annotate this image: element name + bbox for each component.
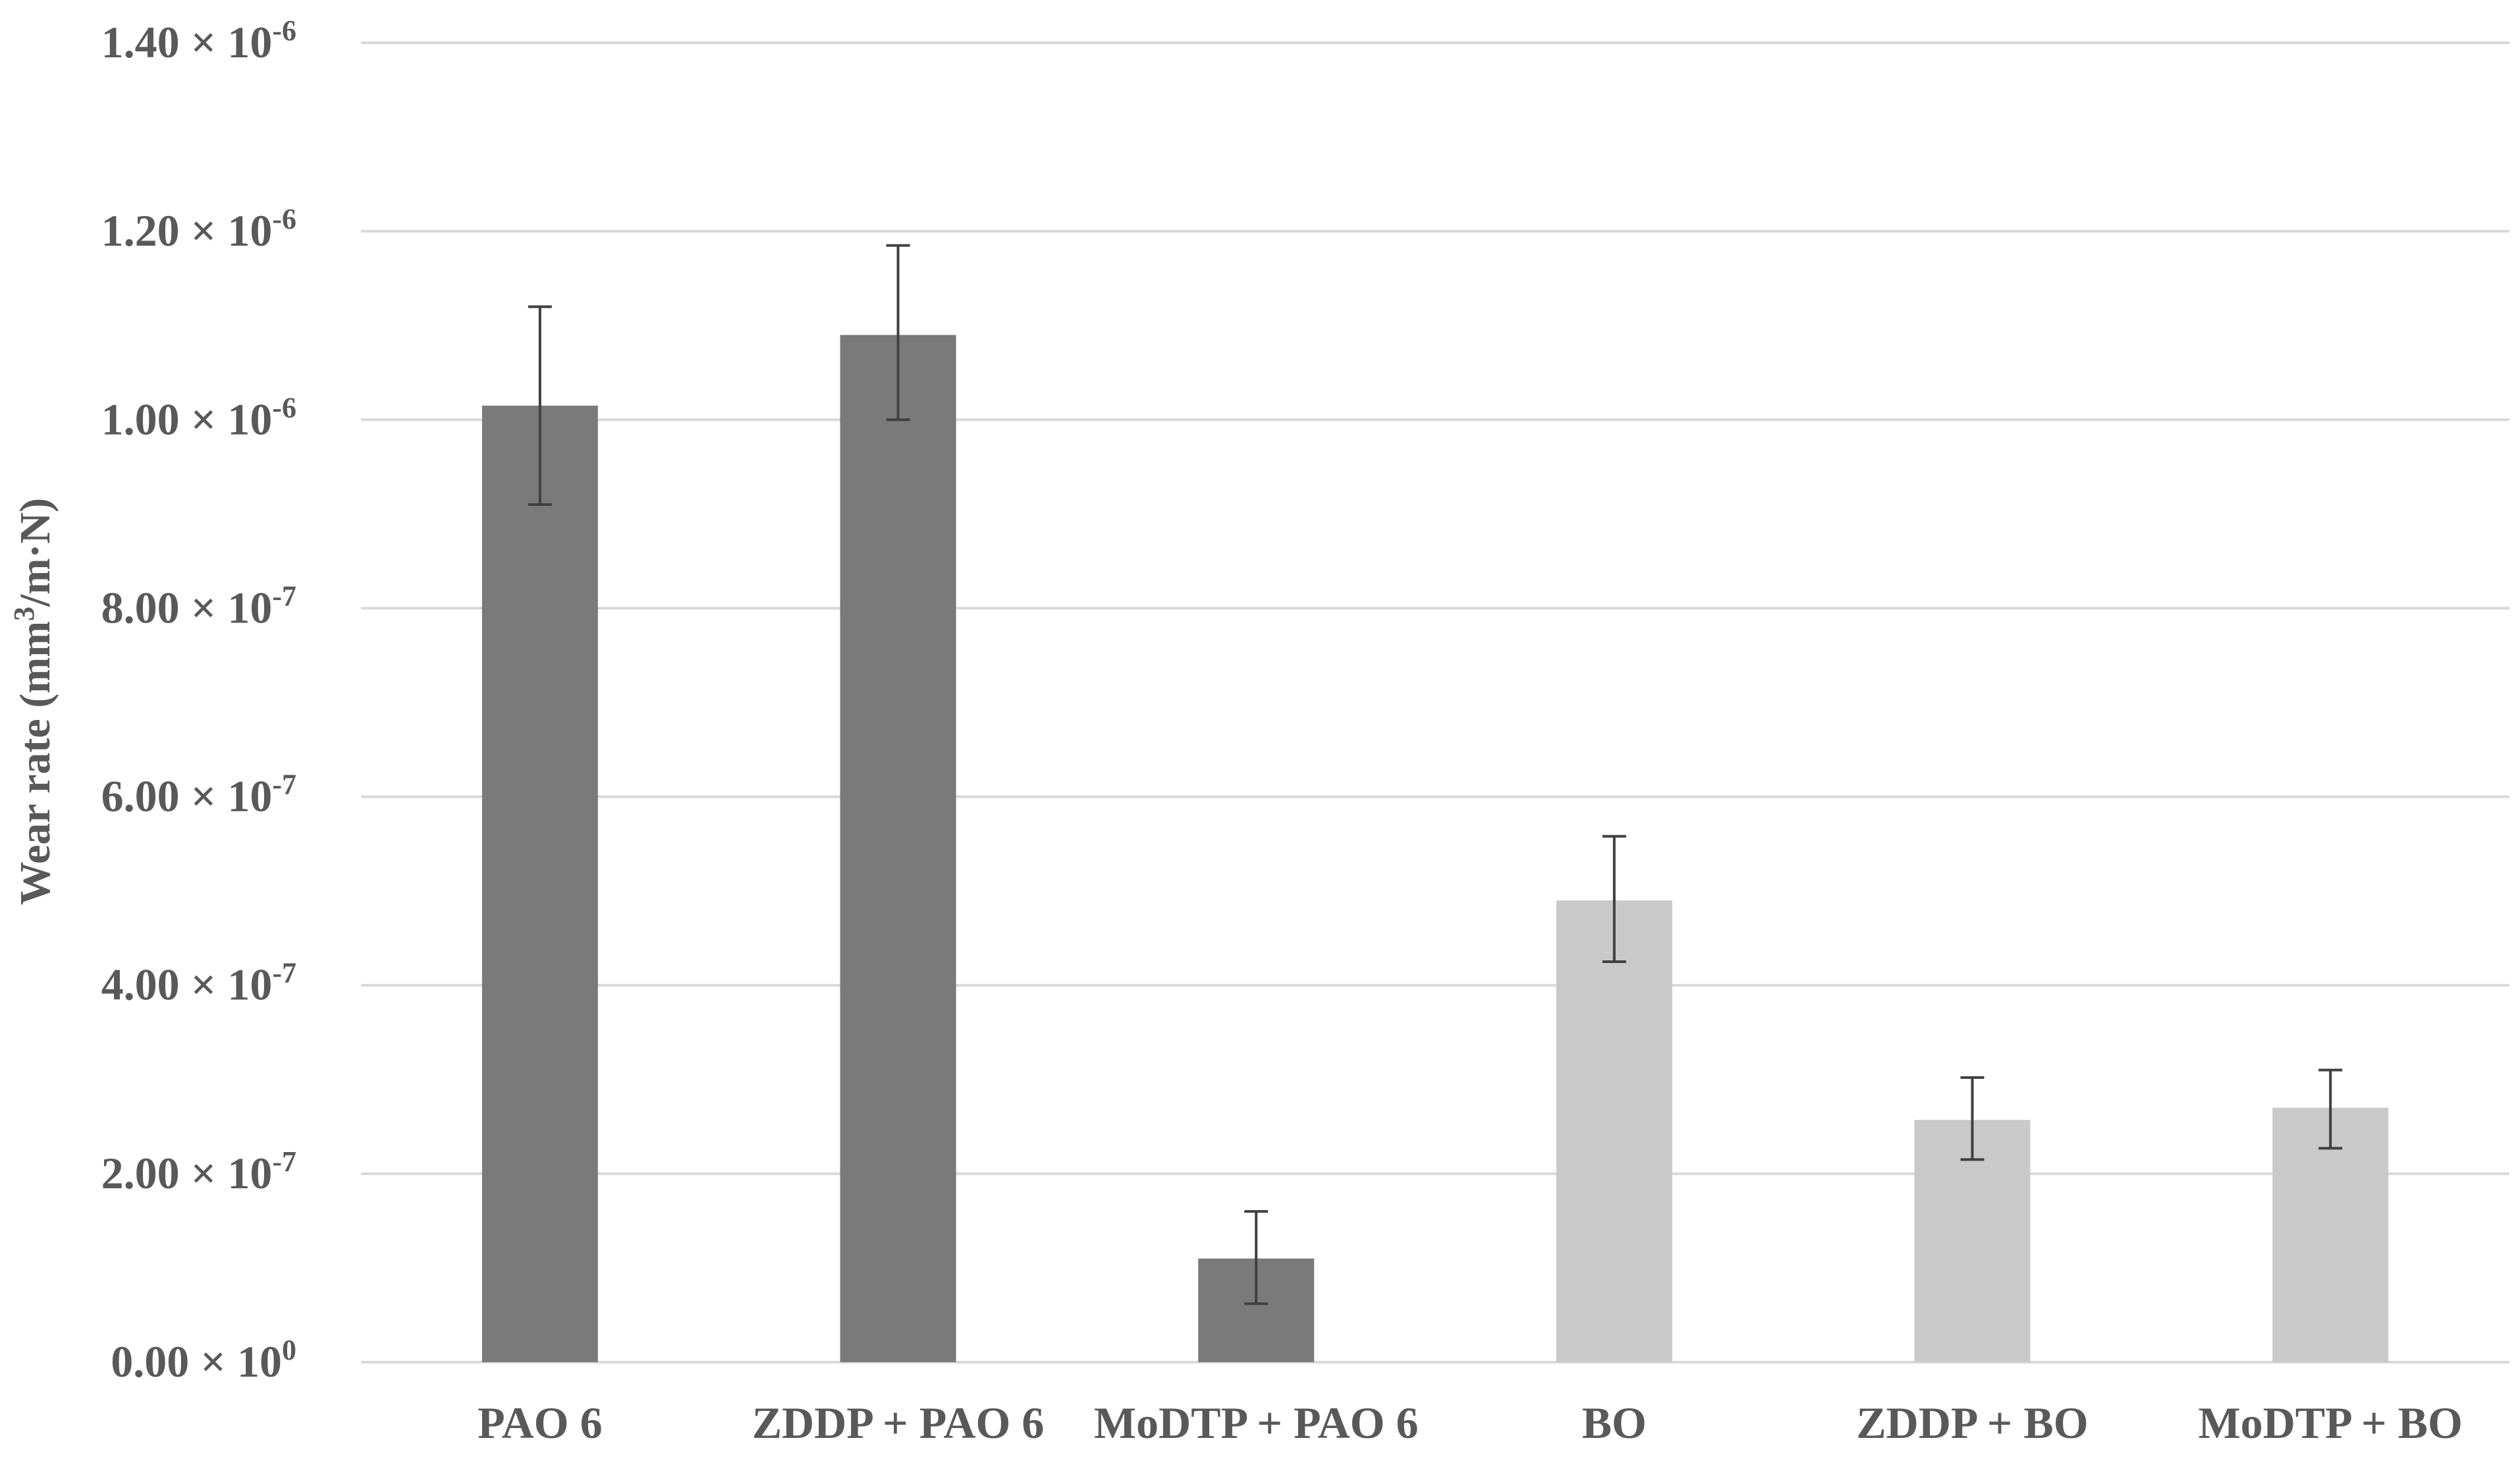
y-tick-times: × 10	[200, 1336, 282, 1387]
y-tick-times: × 10	[191, 206, 273, 256]
bar	[840, 335, 956, 1362]
y-axis-label: Wear rate (mm3/m·N)	[8, 498, 60, 905]
category-label: MoDTP + PAO 6	[1094, 1398, 1419, 1448]
y-tick-mantissa: 4.00	[101, 960, 191, 1010]
y-tick-mantissa: 0.00	[111, 1336, 200, 1387]
y-tick-label: 0.00 × 100	[111, 1334, 296, 1387]
y-tick-exponent: -7	[272, 580, 296, 612]
y-tick-exponent: -7	[272, 957, 296, 989]
y-tick-times: × 10	[191, 771, 273, 821]
category-label: ZDDP + BO	[1856, 1398, 2088, 1448]
y-axis-label-sup: 3	[8, 607, 40, 621]
y-tick-label: 8.00 × 10-7	[101, 580, 296, 632]
y-tick-exponent: -6	[272, 391, 296, 424]
y-tick-mantissa: 2.00	[101, 1148, 191, 1198]
bars	[481, 335, 2389, 1363]
y-tick-exponent: 0	[282, 1334, 296, 1366]
y-tick-mantissa: 1.00	[101, 394, 191, 444]
error-bars	[528, 244, 2343, 1306]
y-tick-exponent: -6	[272, 203, 296, 235]
y-tick-label: 1.40 × 10-6	[101, 14, 296, 67]
y-tick-mantissa: 1.20	[101, 206, 191, 256]
y-axis-label-prefix: Wear rate (mm	[11, 621, 59, 905]
y-tick-mantissa: 6.00	[101, 771, 191, 821]
category-label: MoDTP + BO	[2198, 1398, 2462, 1448]
bar	[1556, 900, 1672, 1362]
y-tick-label: 1.00 × 10-6	[101, 391, 296, 444]
y-tick-label: 2.00 × 10-7	[101, 1145, 296, 1198]
y-tick-times: × 10	[191, 394, 273, 444]
y-tick-exponent: -7	[272, 1145, 296, 1178]
y-tick-exponent: -7	[272, 769, 296, 801]
category-labels: PAO 6 ZDDP + PAO 6 MoDTP + PAO 6 BO ZDDP + B…	[478, 1398, 2463, 1448]
category-label: ZDDP + PAO 6	[752, 1398, 1045, 1448]
category-label: PAO 6	[478, 1398, 603, 1448]
y-tick-mantissa: 8.00	[101, 582, 191, 632]
bar	[2272, 1107, 2389, 1362]
category-label: BO	[1582, 1398, 1647, 1448]
bar	[481, 405, 598, 1363]
y-tick-times: × 10	[191, 960, 273, 1010]
y-tick-exponent: -6	[272, 14, 296, 47]
y-tick-mantissa: 1.40	[101, 17, 191, 67]
y-tick-times: × 10	[191, 1148, 273, 1198]
y-tick-times: × 10	[191, 17, 273, 67]
y-axis-label-suffix: /m·N)	[11, 498, 59, 607]
y-tick-label: 6.00 × 10-7	[101, 769, 296, 821]
y-tick-label: 4.00 × 10-7	[101, 957, 296, 1010]
y-tick-label: 1.20 × 10-6	[101, 203, 296, 256]
gridlines	[361, 41, 2509, 1363]
y-tick-times: × 10	[191, 582, 273, 632]
